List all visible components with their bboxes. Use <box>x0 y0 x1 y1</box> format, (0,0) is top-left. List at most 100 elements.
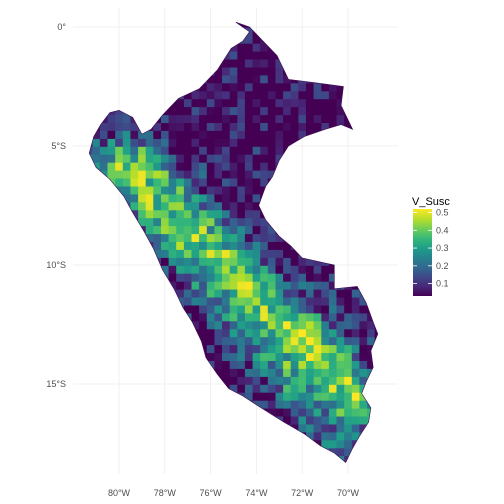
district-cell <box>199 162 208 172</box>
district-cell <box>92 178 101 187</box>
district-cell <box>275 313 284 322</box>
district-cell <box>313 154 322 164</box>
district-cell <box>351 384 360 394</box>
district-cell <box>382 123 390 132</box>
district-cell <box>290 249 299 259</box>
district-cell <box>359 464 367 473</box>
district-cell <box>275 115 284 124</box>
district-cell <box>374 329 378 338</box>
district-cell <box>206 249 215 259</box>
district-cell <box>145 43 154 53</box>
district-cell <box>321 313 330 322</box>
district-cell <box>313 123 322 132</box>
district-cell <box>260 337 269 346</box>
district-cell <box>374 361 378 370</box>
district-cell <box>244 67 254 76</box>
district-cell <box>374 75 378 84</box>
district-cell <box>313 107 322 116</box>
district-cell <box>267 345 276 354</box>
district-cell <box>359 305 368 314</box>
district-cell <box>313 329 322 338</box>
district-cell <box>306 123 315 132</box>
district-cell <box>336 376 345 386</box>
district-cell <box>336 59 345 68</box>
district-cell <box>283 305 292 314</box>
district-cell <box>374 186 378 195</box>
district-cell <box>252 154 261 164</box>
district-cell <box>351 146 360 156</box>
district-cell <box>153 162 162 172</box>
district-cell <box>206 115 215 124</box>
district-cell <box>145 345 154 354</box>
district-cell <box>214 321 223 330</box>
district-cell <box>222 361 231 370</box>
district-cell <box>138 27 147 37</box>
district-cell <box>92 424 101 433</box>
district-cell <box>191 400 200 410</box>
district-cell <box>183 265 193 275</box>
district-cell <box>183 408 193 418</box>
district-cell <box>122 456 131 463</box>
district-cell <box>290 59 299 68</box>
district-cell <box>138 249 147 259</box>
district-cell <box>214 400 223 410</box>
district-cell <box>168 361 177 370</box>
district-cell <box>374 305 378 314</box>
district-cell <box>176 384 185 394</box>
district-cell <box>130 432 139 441</box>
district-cell <box>328 67 338 76</box>
district-cell <box>138 194 147 203</box>
district-cell <box>92 345 101 354</box>
district-cell <box>206 99 215 108</box>
district-cell <box>328 297 338 306</box>
district-cell <box>306 273 315 283</box>
district-cell <box>130 210 139 219</box>
district-cell <box>161 115 170 124</box>
district-cell <box>183 107 193 116</box>
district-cell <box>237 22 246 29</box>
district-cell <box>89 107 93 116</box>
district-cell <box>168 353 177 362</box>
district-cell <box>351 337 360 346</box>
district-cell <box>374 43 378 53</box>
district-cell <box>99 273 109 283</box>
district-cell <box>244 361 254 370</box>
legend-label: 0.4 <box>436 225 449 235</box>
district-cell <box>89 226 93 235</box>
district-cell <box>206 329 215 338</box>
district-cell <box>290 35 299 45</box>
district-cell <box>130 345 139 354</box>
district-cell <box>229 400 238 410</box>
district-cell <box>183 249 193 259</box>
district-cell <box>183 210 193 219</box>
district-cell <box>237 408 246 418</box>
district-cell <box>138 123 147 132</box>
district-cell <box>267 448 276 457</box>
district-cell <box>122 83 131 92</box>
district-cell <box>252 226 261 235</box>
district-cell <box>199 91 208 100</box>
district-cell <box>237 138 246 148</box>
district-cell <box>184 464 192 473</box>
district-cell <box>359 194 368 203</box>
district-cell <box>267 384 276 394</box>
district-cell <box>313 345 322 354</box>
district-cell <box>199 75 208 84</box>
district-cell <box>351 242 360 251</box>
district-cell <box>374 416 378 425</box>
district-cell <box>214 99 223 108</box>
district-cell <box>359 43 368 53</box>
district-cell <box>199 202 208 211</box>
district-cell <box>130 384 139 394</box>
district-cell <box>252 368 261 378</box>
x-tick-label: 70°W <box>337 488 360 498</box>
district-cell <box>283 456 292 463</box>
district-cell <box>244 392 254 402</box>
district-cell <box>252 35 261 45</box>
district-cell <box>382 432 390 441</box>
district-cell <box>138 345 147 354</box>
district-cell <box>237 146 246 156</box>
district-cell <box>89 337 93 346</box>
district-cell <box>321 83 330 92</box>
district-cell <box>306 186 315 195</box>
